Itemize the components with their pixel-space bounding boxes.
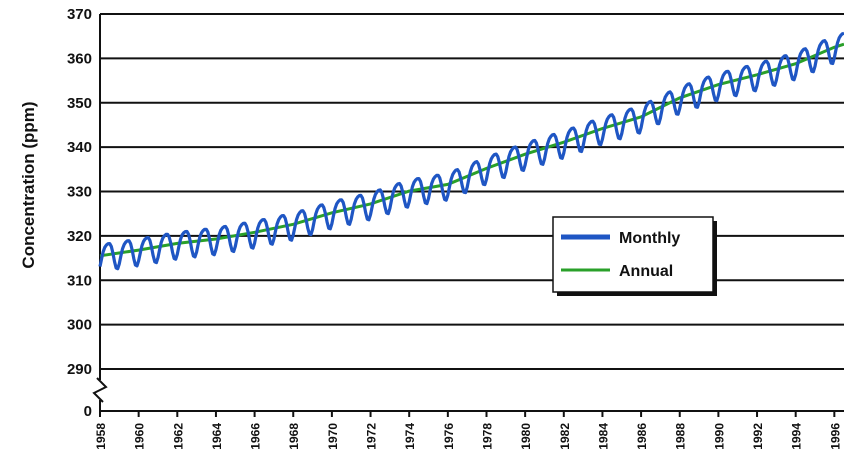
x-tick-label: 1980 <box>519 423 533 450</box>
x-tick-label: 1966 <box>249 423 263 450</box>
y-tick-labels: 0 290 300 310 320 330 340 350 360 370 <box>67 6 92 420</box>
x-tick-label: 1978 <box>480 423 494 450</box>
x-tick-label: 1958 <box>94 423 108 450</box>
legend-label: Monthly <box>619 230 680 247</box>
y-tick-label: 340 <box>67 139 92 156</box>
series-lines <box>98 31 844 271</box>
x-tick-label: 1976 <box>442 423 456 450</box>
legend-label: Annual <box>619 263 673 280</box>
x-tick-label: 1962 <box>171 423 185 450</box>
x-tick-label: 1984 <box>596 423 610 450</box>
x-tick-label: 1988 <box>674 423 688 450</box>
gridlines <box>100 13 844 370</box>
legend: Monthly Annual <box>552 216 717 296</box>
x-tick-label: 1970 <box>326 423 340 450</box>
series-annual-line <box>99 42 844 258</box>
y-tick-label: 320 <box>67 228 92 245</box>
x-tick-label: 1974 <box>403 423 417 450</box>
x-tick-label: 1992 <box>751 423 765 450</box>
legend-box <box>552 216 714 293</box>
x-tick-label: 1968 <box>287 423 301 450</box>
x-tick-label: 1986 <box>635 423 649 450</box>
y-tick-label: 370 <box>67 6 92 23</box>
x-tick-label: 1990 <box>712 423 726 450</box>
axes <box>92 14 844 417</box>
x-tick-labels: 1958 1960 1962 1964 1966 1968 1970 1972 1974 1976… <box>94 423 842 450</box>
y-tick-label: 350 <box>67 95 92 112</box>
y-tick-label: 360 <box>67 50 92 67</box>
x-tick-label: 1996 <box>828 423 842 450</box>
y-tick-label: 300 <box>67 317 92 334</box>
x-tick-label: 1972 <box>365 423 379 450</box>
axis-break-mark <box>92 377 108 403</box>
x-tick-label: 1960 <box>133 423 147 450</box>
y-tick-label: 310 <box>67 272 92 289</box>
y-axis-title: Concentration (ppm) <box>19 101 38 268</box>
x-tick-label: 1982 <box>558 423 572 450</box>
series-monthly-line <box>98 31 844 271</box>
y-tick-label: 0 <box>84 403 92 420</box>
x-tick-label: 1964 <box>210 423 224 450</box>
y-tick-label: 330 <box>67 184 92 201</box>
y-tick-label: 290 <box>67 361 92 378</box>
x-tick-label: 1994 <box>790 423 804 450</box>
